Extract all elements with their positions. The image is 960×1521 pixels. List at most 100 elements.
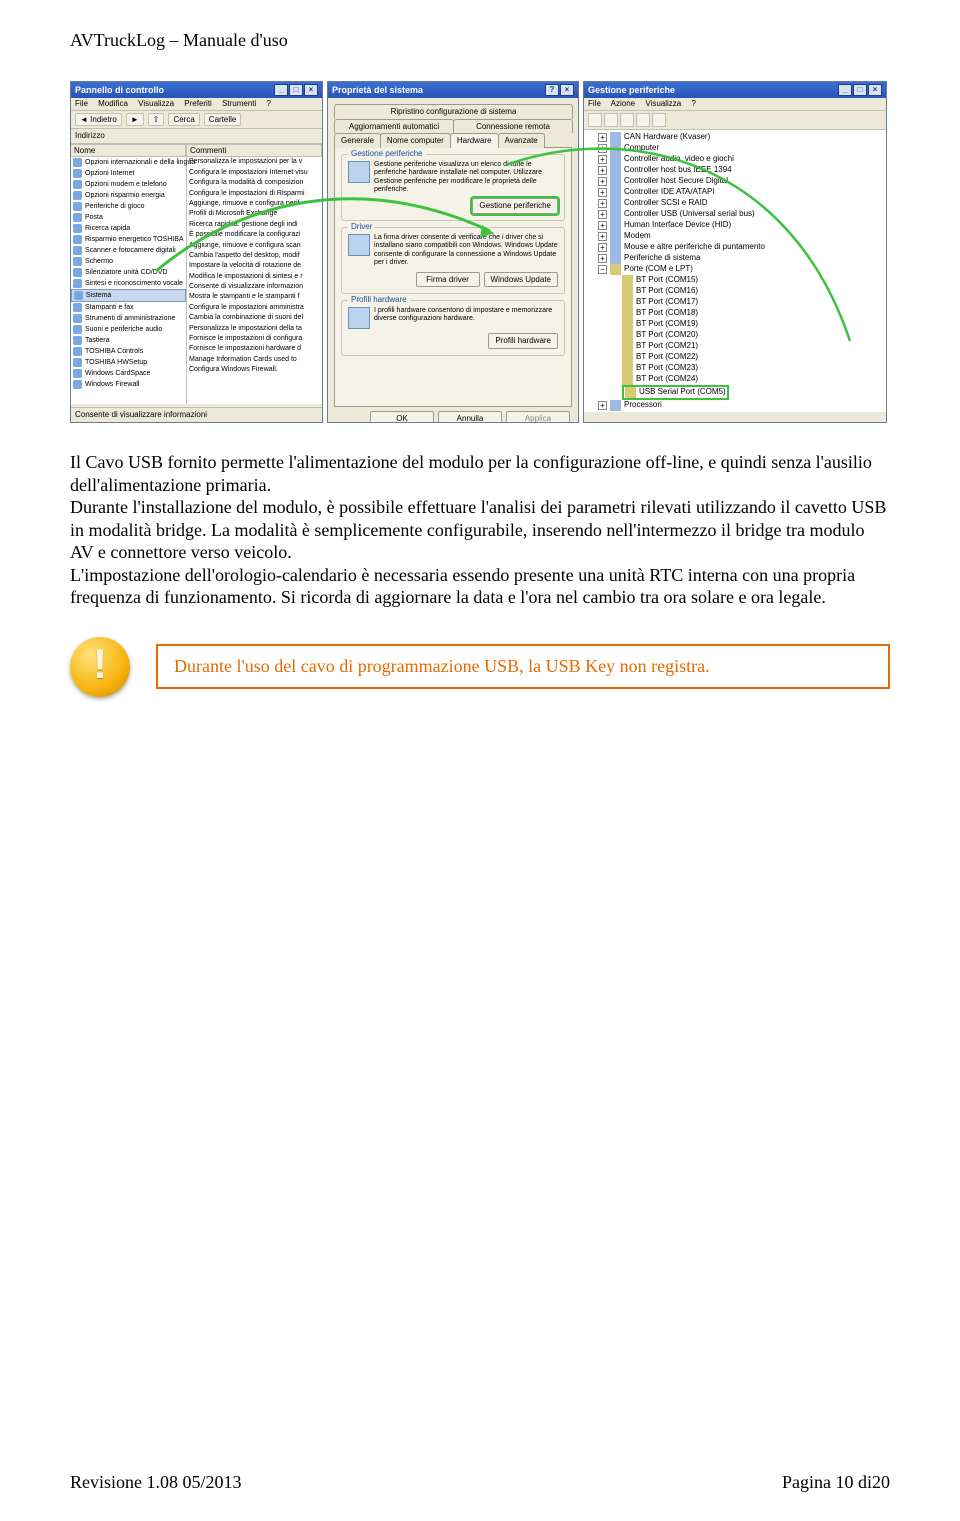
cp-item[interactable]: Strumenti di amministrazione bbox=[71, 313, 186, 324]
menu-file[interactable]: File bbox=[588, 99, 601, 108]
cp-item[interactable]: Suoni e periferiche audio bbox=[71, 324, 186, 335]
device-manager-button[interactable]: Gestione periferiche bbox=[472, 198, 558, 214]
menu-help[interactable]: ? bbox=[267, 99, 271, 108]
tb-props-icon[interactable] bbox=[636, 113, 650, 127]
device-category[interactable]: +Controller SCSI e RAID bbox=[586, 198, 884, 209]
cancel-button[interactable]: Annulla bbox=[438, 411, 502, 423]
port-item[interactable]: BT Port (COM20) bbox=[586, 330, 884, 341]
search-button[interactable]: Cerca bbox=[168, 113, 199, 127]
tb-scan-icon[interactable] bbox=[652, 113, 666, 127]
cp-item[interactable]: Scanner e fotocamere digitali bbox=[71, 245, 186, 256]
device-category[interactable]: +CAN Hardware (Kvaser) bbox=[586, 132, 884, 143]
tab-general[interactable]: Generale bbox=[334, 133, 381, 148]
cp-item[interactable]: Sistema bbox=[71, 289, 186, 302]
port-item[interactable]: BT Port (COM19) bbox=[586, 319, 884, 330]
driver-signing-button[interactable]: Firma driver bbox=[416, 272, 480, 288]
close-button[interactable]: × bbox=[868, 84, 882, 96]
processors-node[interactable]: + Processori bbox=[586, 400, 884, 411]
menu-view[interactable]: Visualizza bbox=[138, 99, 174, 108]
apply-button[interactable]: Applica bbox=[506, 411, 570, 423]
cp-item[interactable]: Opzioni risparmio energia bbox=[71, 190, 186, 201]
cp-item[interactable]: Tastiera bbox=[71, 335, 186, 346]
cp-item[interactable]: Opzioni Internet bbox=[71, 168, 186, 179]
device-category[interactable]: +Controller host Secure Digital bbox=[586, 176, 884, 187]
back-button[interactable]: ◄ Indietro bbox=[75, 113, 122, 127]
expand-icon[interactable]: + bbox=[598, 401, 607, 410]
tab-autoupdate[interactable]: Aggiornamenti automatici bbox=[334, 119, 454, 134]
cp-item[interactable]: Risparmio energetico TOSHIBA bbox=[71, 234, 186, 245]
menu-tools[interactable]: Strumenti bbox=[222, 99, 256, 108]
tab-computername[interactable]: Nome computer bbox=[380, 133, 451, 148]
device-category[interactable]: +Controller USB (Universal serial bus) bbox=[586, 209, 884, 220]
device-category[interactable]: +Periferiche di sistema bbox=[586, 253, 884, 264]
fwd-button[interactable]: ► bbox=[126, 113, 144, 127]
maximize-button[interactable]: □ bbox=[289, 84, 303, 96]
cp-item[interactable]: Periferiche di gioco bbox=[71, 201, 186, 212]
ok-button[interactable]: OK bbox=[370, 411, 434, 423]
menu-file[interactable]: File bbox=[75, 99, 88, 108]
menu-help[interactable]: ? bbox=[691, 99, 695, 108]
menu-view[interactable]: Visualizza bbox=[645, 99, 681, 108]
minimize-button[interactable]: _ bbox=[274, 84, 288, 96]
device-category[interactable]: +Modem bbox=[586, 231, 884, 242]
up-button[interactable]: ⇧ bbox=[148, 113, 165, 127]
cp-item[interactable]: Opzioni modem e telefono bbox=[71, 179, 186, 190]
menu-action[interactable]: Azione bbox=[611, 99, 635, 108]
collapse-icon[interactable]: − bbox=[598, 265, 607, 274]
ports-node[interactable]: − Porte (COM e LPT) bbox=[586, 264, 884, 275]
port-item[interactable]: BT Port (COM22) bbox=[586, 352, 884, 363]
folders-button[interactable]: Cartelle bbox=[204, 113, 242, 127]
expand-icon[interactable]: + bbox=[598, 243, 607, 252]
cp-item[interactable]: Stampanti e fax bbox=[71, 302, 186, 313]
expand-icon[interactable]: + bbox=[598, 177, 607, 186]
expand-icon[interactable]: + bbox=[598, 133, 607, 142]
expand-icon[interactable]: + bbox=[598, 254, 607, 263]
minimize-button[interactable]: _ bbox=[838, 84, 852, 96]
tab-hardware[interactable]: Hardware bbox=[450, 133, 499, 148]
expand-icon[interactable]: + bbox=[598, 188, 607, 197]
tab-restore[interactable]: Ripristino configurazione di sistema bbox=[334, 104, 573, 119]
port-item[interactable]: BT Port (COM15) bbox=[586, 275, 884, 286]
port-item[interactable]: BT Port (COM17) bbox=[586, 297, 884, 308]
expand-icon[interactable]: + bbox=[598, 199, 607, 208]
tab-remote[interactable]: Connessione remota bbox=[453, 119, 573, 134]
port-item[interactable]: BT Port (COM24) bbox=[586, 374, 884, 385]
cp-item[interactable]: TOSHIBA Controls bbox=[71, 346, 186, 357]
port-item[interactable]: BT Port (COM21) bbox=[586, 341, 884, 352]
cp-item[interactable]: Windows CardSpace bbox=[71, 368, 186, 379]
usb-serial-port-row[interactable]: USB Serial Port (COM5) bbox=[586, 385, 884, 400]
port-item[interactable]: BT Port (COM16) bbox=[586, 286, 884, 297]
cp-item[interactable]: Silenziatore unità CD/DVD bbox=[71, 267, 186, 278]
expand-icon[interactable]: + bbox=[598, 144, 607, 153]
tab-advanced[interactable]: Avanzate bbox=[498, 133, 545, 148]
col-comment-header[interactable]: Commenti bbox=[187, 145, 322, 158]
menu-edit[interactable]: Modifica bbox=[98, 99, 128, 108]
device-category[interactable]: +Controller audio, video e giochi bbox=[586, 154, 884, 165]
cp-item[interactable]: Windows Firewall bbox=[71, 379, 186, 390]
tb-back-icon[interactable] bbox=[588, 113, 602, 127]
cp-item[interactable]: Sintesi e riconoscimento vocale bbox=[71, 278, 186, 289]
windows-update-button[interactable]: Windows Update bbox=[484, 272, 558, 288]
tb-show-icon[interactable] bbox=[620, 113, 634, 127]
port-item[interactable]: BT Port (COM23) bbox=[586, 363, 884, 374]
cp-item[interactable]: TOSHIBA HWSetup bbox=[71, 357, 186, 368]
cp-item[interactable]: Posta bbox=[71, 212, 186, 223]
device-category[interactable]: +Mouse e altre periferiche di puntamento bbox=[586, 242, 884, 253]
close-button[interactable]: × bbox=[560, 84, 574, 96]
col-name-header[interactable]: Nome bbox=[71, 145, 186, 158]
expand-icon[interactable]: + bbox=[598, 155, 607, 164]
tb-fwd-icon[interactable] bbox=[604, 113, 618, 127]
port-item[interactable]: BT Port (COM18) bbox=[586, 308, 884, 319]
menu-fav[interactable]: Preferiti bbox=[184, 99, 212, 108]
device-category[interactable]: +Controller IDE ATA/ATAPI bbox=[586, 187, 884, 198]
expand-icon[interactable]: + bbox=[598, 232, 607, 241]
close-button[interactable]: × bbox=[304, 84, 318, 96]
device-category[interactable]: +Controller host bus IEEE 1394 bbox=[586, 165, 884, 176]
cp-item[interactable]: Ricerca rapida bbox=[71, 223, 186, 234]
expand-icon[interactable]: + bbox=[598, 166, 607, 175]
hardware-profiles-button[interactable]: Profili hardware bbox=[488, 333, 558, 349]
device-category[interactable]: +Human Interface Device (HID) bbox=[586, 220, 884, 231]
help-button[interactable]: ? bbox=[545, 84, 559, 96]
cp-item[interactable]: Opzioni internazionali e della lingua bbox=[71, 157, 186, 168]
device-category[interactable]: +Computer bbox=[586, 143, 884, 154]
